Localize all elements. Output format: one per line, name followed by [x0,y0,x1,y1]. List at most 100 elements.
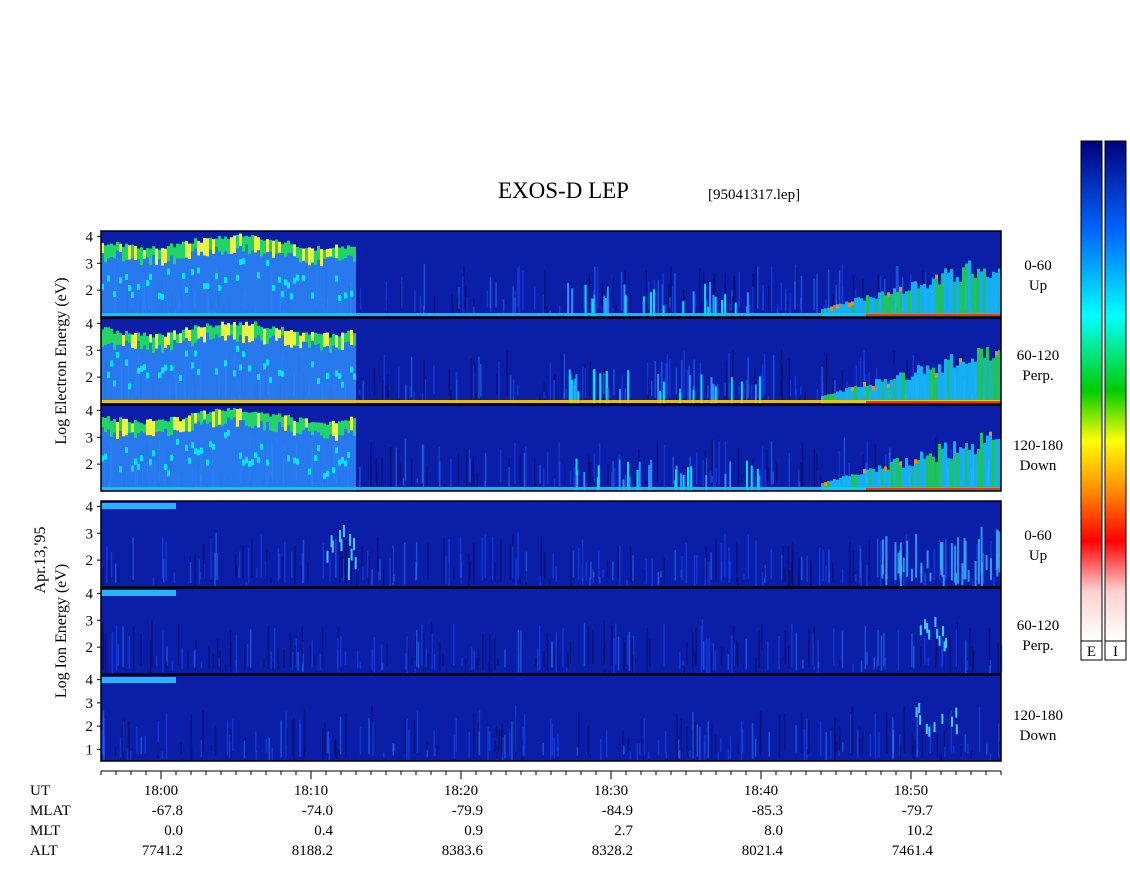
flux-peak [224,236,227,252]
texture-mark [548,579,551,586]
texture-mark [277,648,279,671]
burst-spike [648,465,651,491]
texture-mark [612,461,614,491]
flux-peak [311,422,314,436]
texture-mark [243,740,246,759]
texture-mark [627,736,630,752]
texture-mark [359,726,362,755]
texture-mark [377,571,380,581]
texture-mark [436,745,439,756]
texture-mark [599,577,601,584]
texture-mark [610,471,613,488]
time-tick-label: 18:20 [444,783,478,799]
flux-column [899,461,902,491]
burst-spike [624,295,627,317]
texture-mark [953,745,955,753]
flux-speck [215,368,218,375]
ion-burst [926,550,929,569]
texture-mark [180,742,182,755]
texture-mark [585,483,588,489]
flux-column [944,442,947,491]
flux-peak [293,244,296,257]
burst-spike [692,389,695,404]
texture-mark [733,275,735,311]
texture-mark [626,635,629,665]
flux-peak [281,326,284,336]
flux-peak [224,324,227,341]
flux-column [125,331,128,404]
flux-speck [350,366,353,373]
flux-column [914,281,917,317]
texture-mark [986,743,988,755]
info-row-value: 7461.4 [892,843,934,859]
texture-mark [622,745,625,755]
flux-column [260,412,263,491]
ion-burst [342,525,345,537]
flux-peak [887,292,890,297]
flux-speck [242,351,245,358]
flux-column [830,480,833,491]
texture-mark [634,474,636,489]
texture-mark [344,540,346,583]
texture-mark [425,648,427,667]
flux-peak [221,410,224,426]
texture-mark [122,626,124,667]
flux-speck [101,455,104,462]
texture-mark [613,637,615,674]
texture-mark [473,543,475,584]
texture-mark [628,632,631,671]
flux-peak [287,331,290,346]
texture-mark [421,393,424,402]
texture-mark [781,364,783,404]
texture-mark [329,558,331,582]
flux-column [140,247,143,317]
flux-column [326,424,329,491]
flux-peak [302,332,305,342]
flux-column [314,250,317,317]
flux-column [827,481,830,491]
flux-column [875,379,878,404]
flux-peak [206,238,209,257]
texture-mark [277,548,280,581]
texture-mark [884,656,886,671]
flux-column [956,277,959,317]
texture-mark [791,624,793,668]
flux-peak [134,420,137,438]
texture-mark [960,745,962,757]
pitch-angle-label: 120-180 [1013,708,1063,724]
flux-speck [257,272,260,279]
burst-spike [754,384,757,404]
flux-peak [137,332,140,341]
flux-speck [212,443,215,450]
flux-peak [272,414,275,432]
texture-mark [869,734,872,757]
flux-speck [311,292,314,299]
texture-mark [473,651,475,670]
texture-mark [451,294,453,313]
low-energy-line [101,487,1001,490]
texture-mark [813,278,815,311]
flux-speck [125,359,128,366]
texture-mark [767,467,770,482]
flux-peak [206,323,209,333]
texture-mark [165,661,168,670]
ion-panel-60-120: 432 [86,586,1003,675]
burst-spike [709,282,711,317]
flux-peak [245,321,248,337]
texture-mark [816,274,818,316]
flux-speck [296,458,299,465]
texture-mark [433,295,436,314]
flux-column [860,298,863,317]
texture-mark [267,625,270,670]
burst-spike [758,376,761,404]
texture-mark [787,545,789,586]
texture-mark [466,297,468,314]
flux-speck [200,447,203,454]
texture-mark [657,280,659,316]
texture-mark [415,636,417,669]
flux-speck [245,456,248,463]
flux-speck [140,365,143,372]
texture-mark [339,716,342,755]
texture-mark [789,570,791,587]
texture-mark [817,640,819,674]
